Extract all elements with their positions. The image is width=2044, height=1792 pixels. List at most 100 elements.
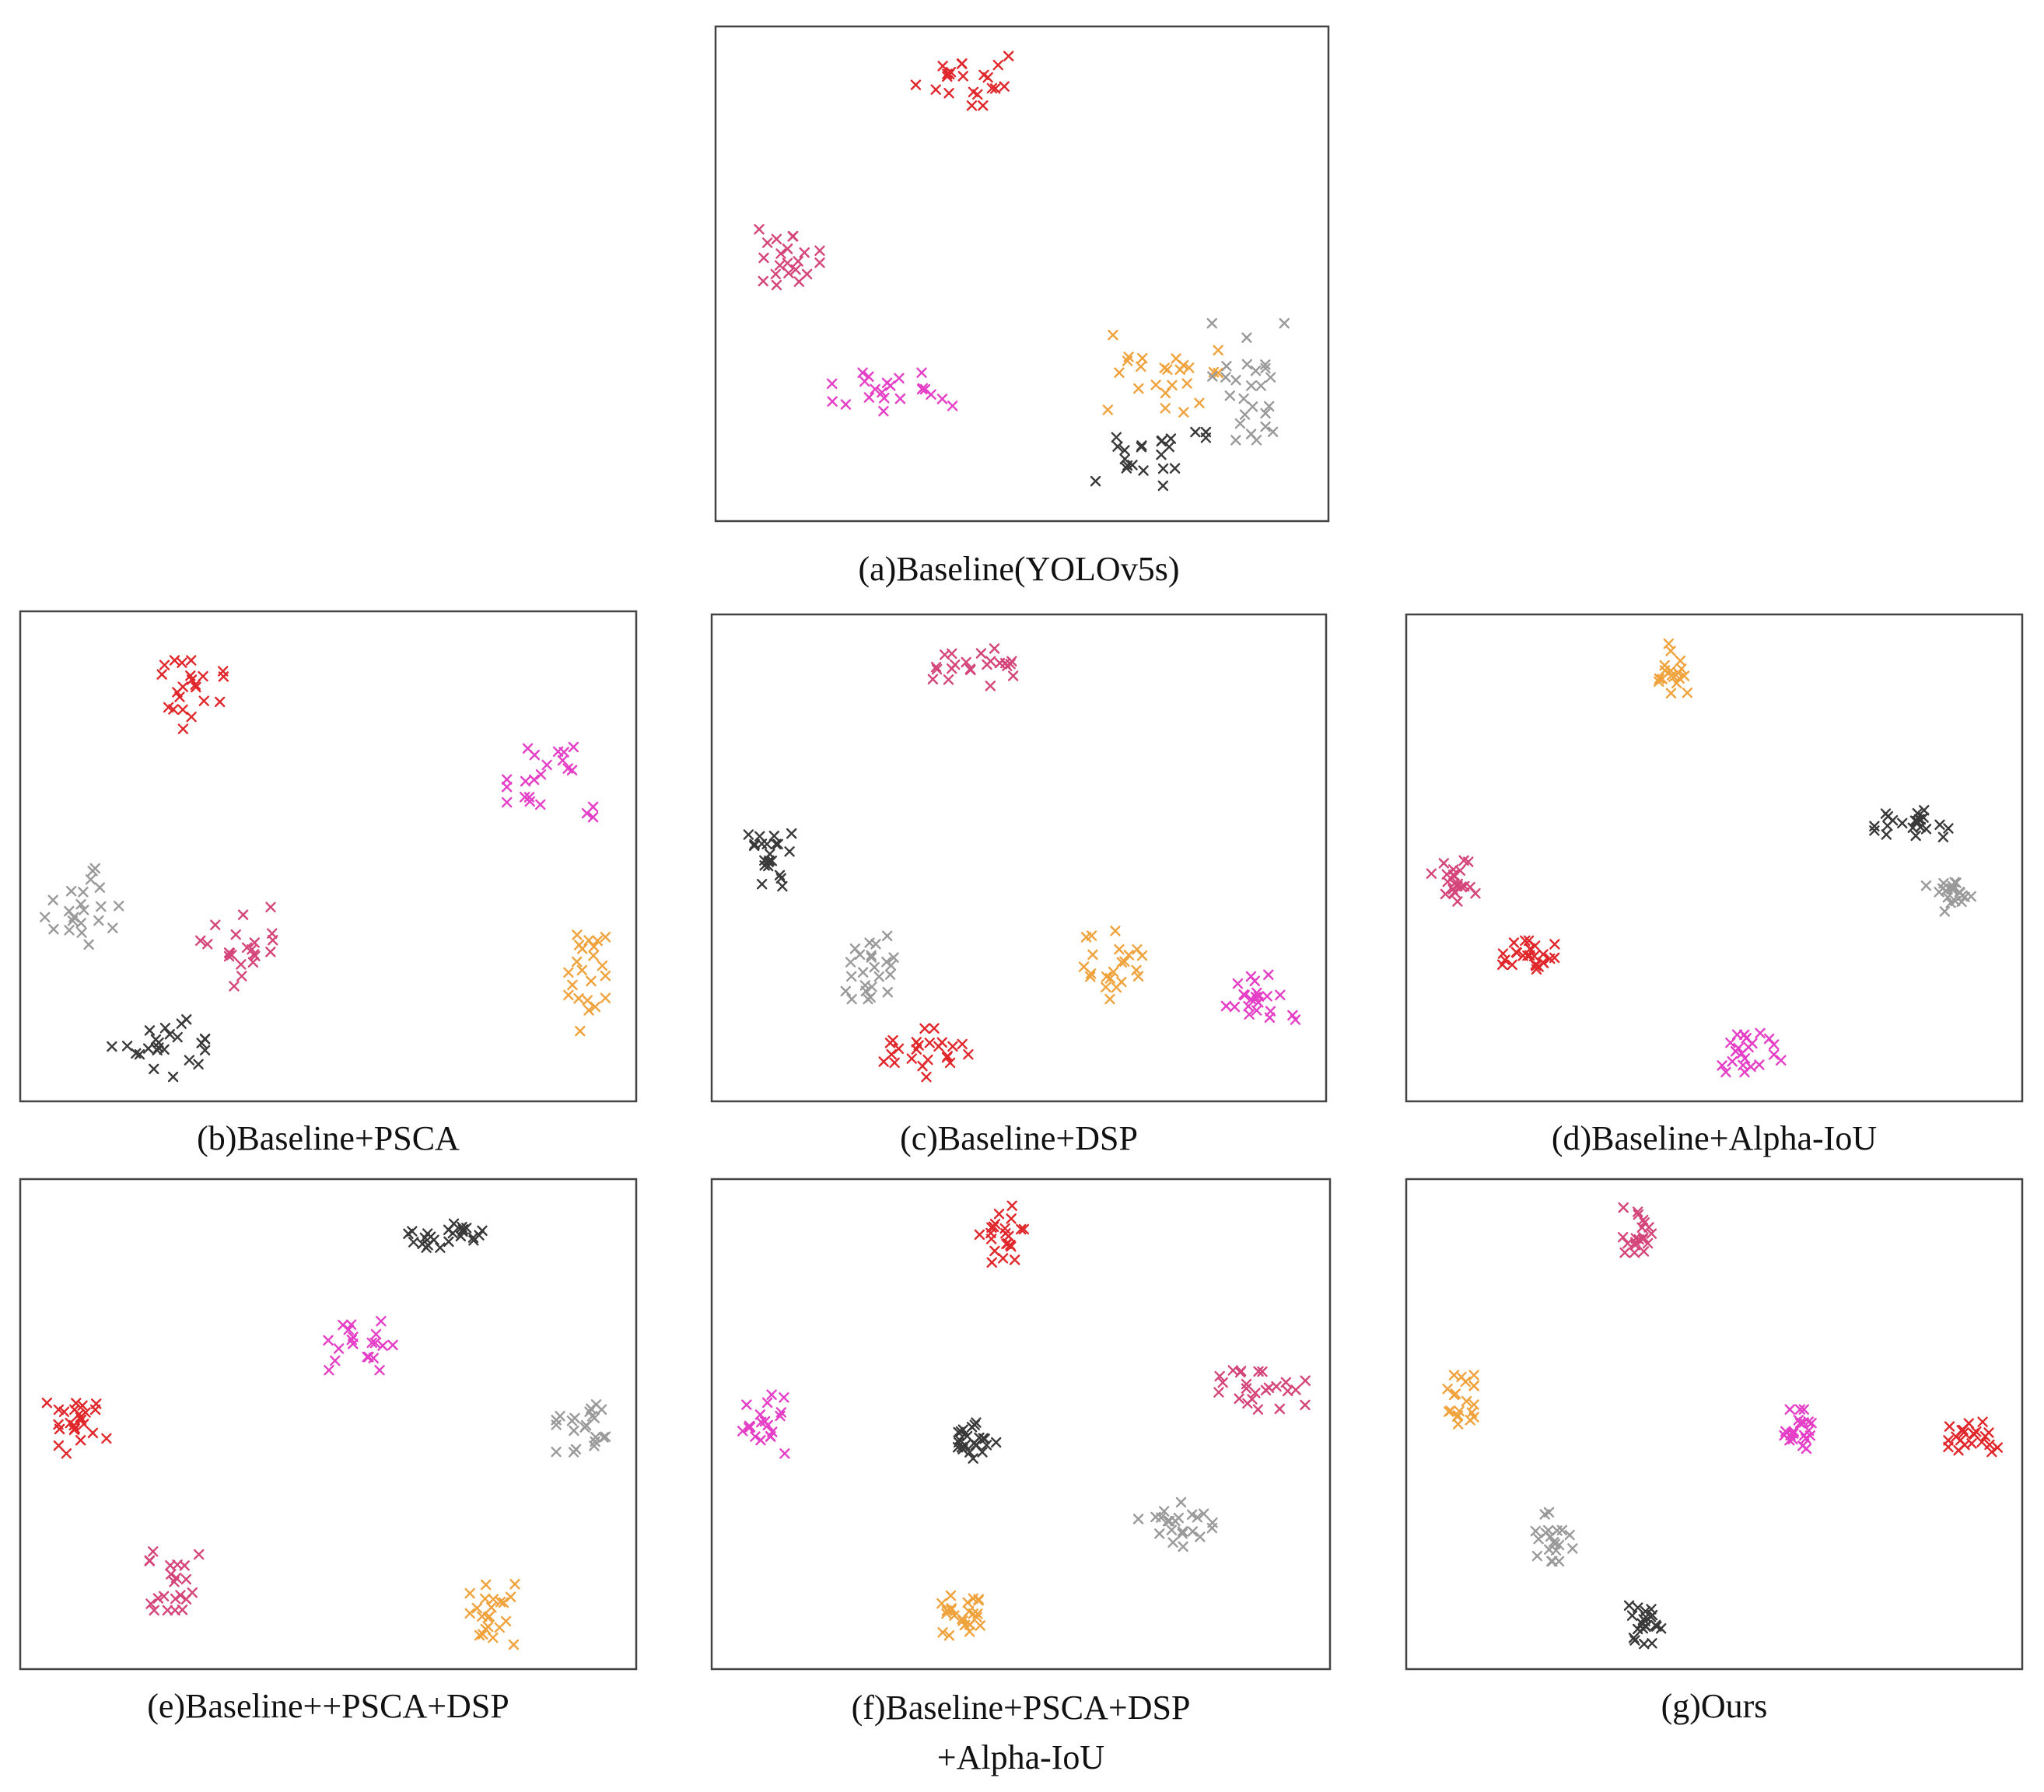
marker-magenta: [348, 1339, 359, 1349]
marker-magenta: [524, 796, 535, 807]
marker-rose: [1447, 884, 1458, 895]
marker-rose: [1271, 1381, 1282, 1392]
marker-black: [765, 849, 775, 859]
caption-f-line2: +Alpha-IoU: [936, 1738, 1105, 1776]
marker-black: [1169, 463, 1181, 474]
marker-black: [1136, 442, 1147, 453]
marker-gray: [1255, 380, 1266, 391]
marker-gray: [1950, 895, 1961, 907]
marker-gray: [869, 961, 880, 973]
panel-f-cluster-red: [974, 1200, 1030, 1268]
marker-black: [1869, 825, 1880, 836]
marker-magenta: [737, 1426, 748, 1437]
marker-red: [937, 61, 948, 72]
marker-magenta: [1229, 1001, 1241, 1013]
marker-rose: [782, 257, 793, 268]
marker-orange: [1160, 387, 1171, 399]
marker-orange: [1448, 1389, 1460, 1401]
marker-orange: [488, 1632, 499, 1643]
marker-rose: [1214, 1370, 1225, 1382]
marker-rose: [195, 935, 206, 947]
panel-d-frame: [1405, 613, 2024, 1103]
marker-magenta: [877, 387, 887, 398]
marker-red: [999, 81, 1010, 92]
marker-rose: [939, 649, 950, 660]
marker-gray: [1241, 332, 1252, 343]
marker-gray: [64, 905, 75, 917]
marker-gray: [1230, 435, 1241, 446]
marker-orange: [1108, 966, 1119, 978]
marker-gray: [1539, 1509, 1550, 1520]
marker-orange: [478, 1629, 488, 1640]
marker-rose: [1618, 1202, 1629, 1213]
marker-orange: [962, 1597, 973, 1608]
marker-red: [77, 1400, 88, 1411]
marker-red: [1507, 959, 1517, 971]
marker-orange: [582, 995, 593, 1006]
marker-red: [943, 88, 954, 99]
marker-black: [772, 838, 783, 849]
marker-magenta: [1251, 1005, 1262, 1016]
marker-red: [989, 1218, 1001, 1230]
marker-gray: [1279, 317, 1290, 329]
marker-red: [1538, 949, 1549, 960]
marker-gray: [1220, 372, 1231, 383]
marker-orange: [586, 975, 597, 987]
marker-magenta: [345, 1319, 357, 1330]
marker-rose: [761, 237, 773, 248]
marker-rose: [166, 1569, 177, 1580]
marker-gray: [1187, 1526, 1199, 1537]
marker-rose: [1213, 1387, 1224, 1398]
marker-gray: [1150, 1511, 1161, 1523]
marker-orange: [588, 950, 599, 961]
marker-rose: [229, 981, 240, 992]
marker-black: [164, 1029, 175, 1040]
marker-rose: [931, 663, 943, 675]
marker-gray: [48, 923, 59, 935]
marker-red: [198, 695, 209, 706]
marker-red: [1549, 952, 1560, 964]
marker-orange: [1119, 956, 1130, 967]
marker-black: [1200, 426, 1212, 438]
marker-red: [1976, 1437, 1987, 1447]
marker-magenta: [779, 1448, 790, 1459]
marker-gray: [1245, 429, 1257, 439]
marker-red: [1530, 959, 1542, 970]
caption-c: (c)Baseline+DSP: [900, 1119, 1138, 1157]
marker-orange: [1131, 964, 1142, 976]
marker-black: [1912, 815, 1923, 827]
marker-gray: [96, 901, 107, 912]
marker-black: [786, 828, 797, 839]
panel-d-cluster-orange: [1654, 638, 1693, 698]
marker-rose: [1247, 1394, 1258, 1405]
marker-gray: [75, 918, 86, 929]
marker-red: [919, 1023, 930, 1034]
marker-orange: [1468, 1381, 1479, 1391]
marker-rose: [1252, 1404, 1264, 1415]
marker-black: [196, 1038, 207, 1048]
marker-rose: [1440, 888, 1451, 900]
caption-b: (b)Baseline+PSCA: [197, 1119, 460, 1157]
marker-magenta: [863, 392, 875, 403]
marker-gray: [1260, 362, 1271, 374]
marker-magenta: [1754, 1059, 1765, 1070]
marker-red: [921, 1072, 932, 1083]
marker-orange: [1085, 968, 1097, 979]
marker-rose: [775, 248, 786, 259]
panel-g: [1405, 1178, 2024, 1671]
marker-gray: [94, 882, 106, 893]
marker-rose: [1629, 1247, 1640, 1258]
marker-gray: [1162, 1516, 1174, 1527]
marker-rose: [1632, 1206, 1643, 1217]
marker-orange: [1080, 932, 1092, 943]
marker-orange: [1137, 352, 1148, 364]
marker-magenta: [1741, 1033, 1752, 1044]
marker-rose: [961, 656, 971, 668]
marker-magenta: [501, 796, 513, 808]
marker-orange: [1468, 1412, 1479, 1423]
marker-orange: [1194, 397, 1205, 408]
marker-rose: [1470, 887, 1481, 899]
marker-black: [1650, 1619, 1661, 1631]
marker-rose: [1250, 1388, 1261, 1398]
marker-magenta: [1786, 1427, 1797, 1439]
